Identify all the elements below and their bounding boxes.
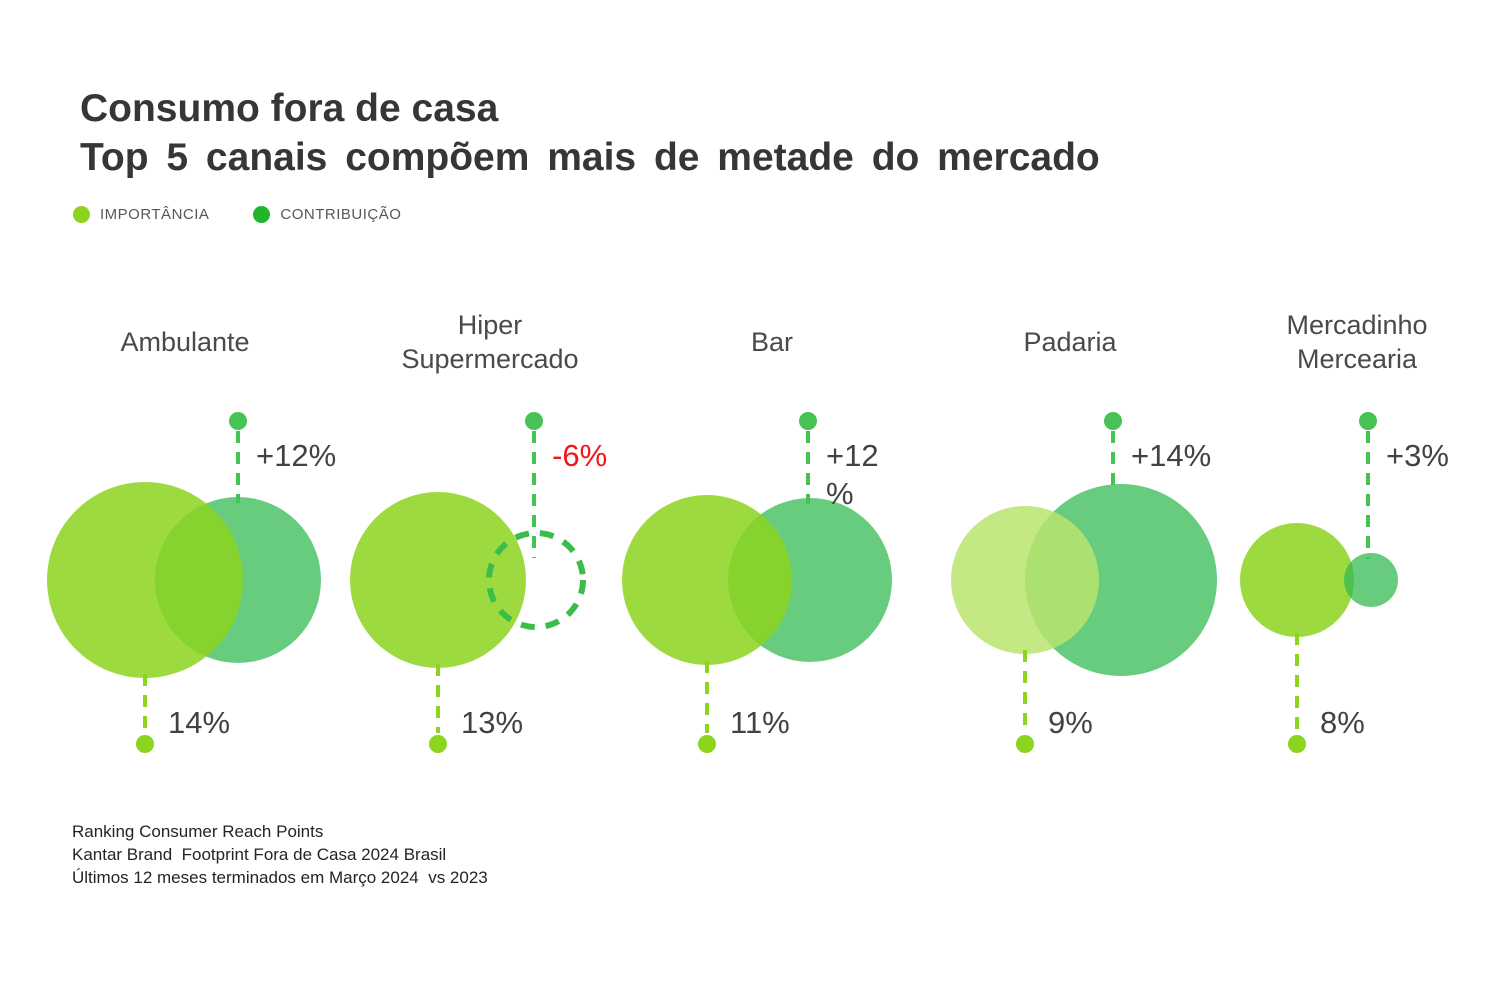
channel-group-0 <box>47 412 321 753</box>
top-leader-dot-icon <box>799 412 817 430</box>
source-note-line1: Ranking Consumer Reach Points <box>72 822 324 841</box>
legend-label-contribuicao: CONTRIBUIÇÃO <box>280 206 402 223</box>
contribuicao-circle-dashed <box>486 530 586 630</box>
importancia-circle <box>350 492 526 668</box>
importancia-circle <box>47 482 243 678</box>
legend-dot-contribuicao-icon <box>253 206 271 223</box>
top-leader-dot-icon <box>229 412 247 430</box>
top-leader-dot-icon <box>1104 412 1122 430</box>
page-title-line2: Top 5 canais compõem mais de metade do m… <box>80 136 1100 179</box>
bottom-leader-dot-icon <box>1016 735 1034 753</box>
legend: IMPORTÂNCIA CONTRIBUIÇÃO <box>73 206 431 223</box>
source-note-line2: Kantar Brand Footprint Fora de Casa 2024… <box>72 845 447 864</box>
page-title-line1: Consumo fora de casa <box>80 87 499 130</box>
page-title: Consumo fora de casa Top 5 canais compõe… <box>80 84 1100 182</box>
importancia-circle <box>622 495 792 665</box>
channel-group-4 <box>1240 412 1398 753</box>
channel-group-3 <box>951 412 1217 753</box>
channel-group-1 <box>350 412 586 753</box>
importancia-circle <box>951 506 1099 654</box>
contribuicao-circle <box>1344 553 1398 607</box>
bottom-leader-dot-icon <box>429 735 447 753</box>
legend-item-importancia: IMPORTÂNCIA <box>73 206 209 223</box>
top-leader-dot-icon <box>1359 412 1377 430</box>
legend-dot-importancia-icon <box>73 206 90 223</box>
legend-label-importancia: IMPORTÂNCIA <box>100 206 210 223</box>
source-note: Ranking Consumer Reach Points Kantar Bra… <box>72 820 488 889</box>
bottom-leader-dot-icon <box>1288 735 1306 753</box>
source-note-line3: Últimos 12 meses terminados em Março 202… <box>72 868 488 887</box>
bottom-leader-dot-icon <box>136 735 154 753</box>
legend-item-contribuicao: CONTRIBUIÇÃO <box>253 206 401 223</box>
channel-group-2 <box>622 412 892 753</box>
top-leader-dot-icon <box>525 412 543 430</box>
bottom-leader-dot-icon <box>698 735 716 753</box>
importancia-circle <box>1240 523 1354 637</box>
